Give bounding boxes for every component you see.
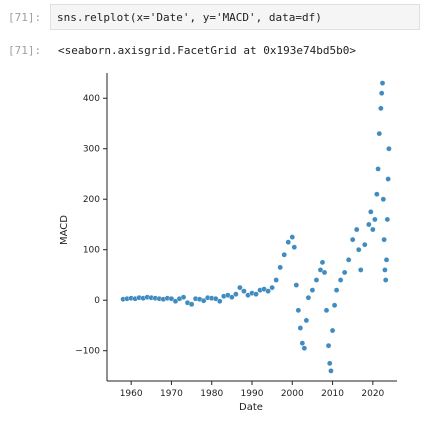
scatter-points <box>120 80 392 374</box>
data-point <box>337 277 344 283</box>
data-point <box>361 241 368 248</box>
data-point <box>333 287 340 293</box>
data-point <box>273 277 279 283</box>
data-point <box>319 259 326 266</box>
data-point <box>370 226 376 233</box>
data-point <box>381 236 387 243</box>
data-point <box>353 226 360 233</box>
y-axis-label: MACD <box>59 215 70 245</box>
y-tick-label: −100 <box>75 347 100 357</box>
y-tick-label: 0 <box>94 296 100 306</box>
data-point <box>269 284 275 291</box>
data-point <box>253 291 259 297</box>
data-point <box>331 302 338 309</box>
data-point <box>384 216 391 223</box>
data-point <box>297 325 304 331</box>
data-point <box>295 307 302 314</box>
data-point <box>372 216 378 223</box>
data-point <box>303 317 310 324</box>
data-point <box>357 267 364 273</box>
output-cell: [71]: <seaborn.axisgrid.FacetGrid at 0x1… <box>0 44 424 62</box>
data-point <box>321 269 328 276</box>
data-point <box>233 291 239 297</box>
x-tick-label: 1960 <box>120 389 143 399</box>
data-point <box>317 267 324 273</box>
data-point <box>305 294 312 301</box>
data-point <box>309 287 316 293</box>
data-point <box>172 298 179 305</box>
data-point <box>326 360 333 367</box>
data-point <box>180 294 187 300</box>
data-point <box>383 257 390 263</box>
code-editor[interactable]: sns.relplot(x='Date', y='MACD', data=df) <box>50 4 420 30</box>
x-tick-label: 2020 <box>361 389 384 399</box>
data-point <box>323 307 330 314</box>
data-point <box>293 282 300 288</box>
x-tick-label: 1990 <box>241 389 264 399</box>
data-point <box>212 295 219 302</box>
data-point <box>380 196 387 203</box>
data-point <box>375 166 381 172</box>
data-point <box>299 340 306 346</box>
data-point <box>378 90 385 96</box>
input-cell[interactable]: [71]: sns.relplot(x='Date', y='MACD', da… <box>0 4 424 34</box>
data-point <box>200 297 207 304</box>
data-point <box>386 145 392 152</box>
data-point <box>285 239 292 245</box>
data-point <box>329 327 336 334</box>
axes: 1960 1970 1980 1990 2000 2010 2020 −100 0 100 200 3… <box>75 73 397 399</box>
data-point <box>379 80 386 86</box>
data-point <box>374 191 380 197</box>
data-point <box>291 244 298 250</box>
x-tick-label: 1980 <box>200 389 223 399</box>
x-tick-label: 1970 <box>160 389 183 399</box>
y-tick-label: 200 <box>83 195 100 205</box>
data-point <box>188 301 195 308</box>
data-point <box>168 295 175 302</box>
y-tick-label: 100 <box>83 246 100 256</box>
data-point <box>349 236 356 243</box>
data-point <box>216 298 223 305</box>
data-point <box>368 209 374 215</box>
data-point <box>325 342 332 349</box>
data-point <box>301 345 308 351</box>
data-point <box>385 176 391 182</box>
data-point <box>355 246 362 253</box>
y-tick-label: 400 <box>83 94 100 104</box>
data-point <box>328 368 334 374</box>
data-point <box>382 267 388 273</box>
data-point <box>382 277 389 283</box>
input-prompt: [71]: <box>8 11 42 24</box>
data-point <box>237 284 243 291</box>
data-point <box>241 288 247 294</box>
data-point <box>345 257 352 263</box>
data-point <box>281 251 288 258</box>
data-point <box>277 264 283 271</box>
data-point <box>265 288 271 294</box>
data-point <box>378 105 384 112</box>
data-point <box>376 130 383 137</box>
data-point <box>313 277 320 283</box>
data-point <box>341 269 348 276</box>
y-tick-label: 300 <box>83 145 100 155</box>
x-axis-label: Date <box>239 402 263 413</box>
data-point <box>366 221 372 228</box>
data-point <box>289 234 296 240</box>
x-tick-label: 2000 <box>281 389 304 399</box>
output-text: <seaborn.axisgrid.FacetGrid at 0x193e74b… <box>58 44 357 57</box>
code-text: sns.relplot(x='Date', y='MACD', data=df) <box>57 11 322 24</box>
x-tick-label: 2010 <box>321 389 344 399</box>
output-prompt: [71]: <box>8 44 42 57</box>
data-point <box>229 294 235 300</box>
